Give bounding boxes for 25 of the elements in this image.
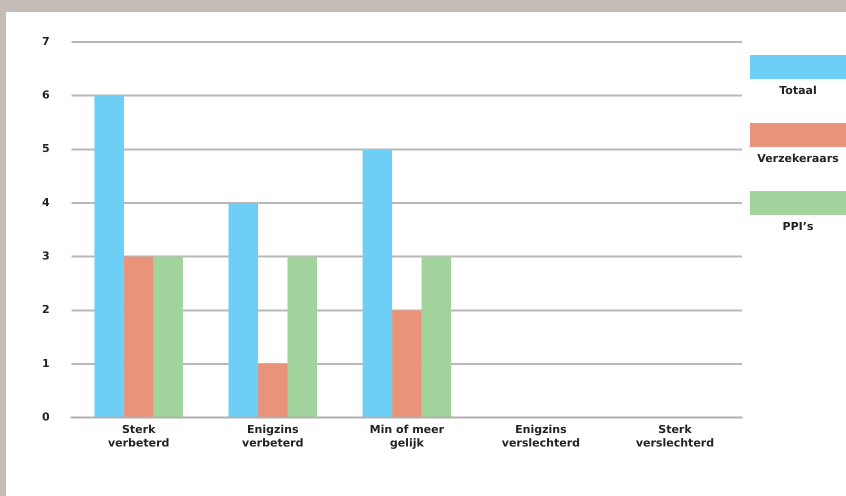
bar [228,202,258,417]
y-tick-label: 6 [42,88,50,102]
x-tick-label: Enigzins verslechterd [502,423,580,450]
y-tick-label: 2 [42,303,50,316]
text: Totaal [778,84,818,97]
bar [153,256,183,417]
text: Verzekeraars [756,152,840,165]
bar [94,96,124,417]
y-tick-label: 1 [42,356,50,370]
bar [422,256,452,417]
y-tick-label: 7 [42,34,50,48]
x-tick-label: Sterk verbeterd [108,423,170,450]
y-tick-label: 3 [42,249,50,262]
bar [392,310,422,417]
x-tick-label: Enigzins verbeterd [242,423,304,450]
y-tick-label: 0 [42,410,50,424]
bar [258,364,288,417]
text: PPI’s [782,220,814,233]
y-tick-label: 4 [42,196,50,209]
bar [362,149,392,417]
x-tick-label: Min of meer gelijk [370,423,445,450]
bar [288,256,317,417]
y-tick-label: 5 [42,142,50,156]
bar [124,256,154,417]
x-tick-label: Sterk verslechterd [636,423,714,450]
